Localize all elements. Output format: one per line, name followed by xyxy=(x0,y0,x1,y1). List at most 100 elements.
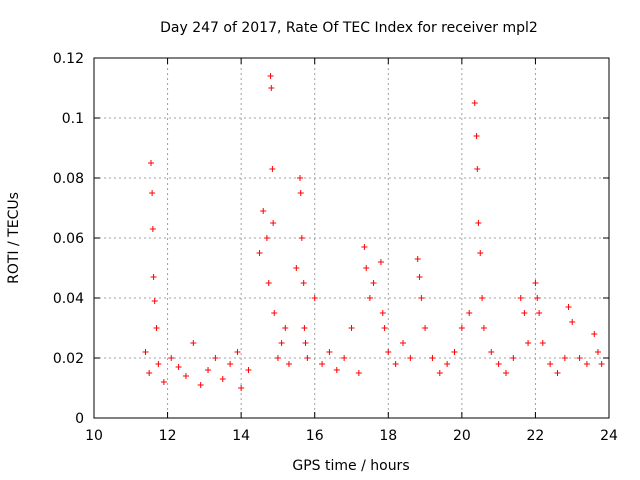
data-point xyxy=(269,166,276,172)
data-point xyxy=(370,280,377,286)
data-point xyxy=(414,256,421,262)
data-point xyxy=(341,355,348,361)
data-point xyxy=(297,190,304,196)
data-point xyxy=(197,382,204,388)
data-point xyxy=(471,100,478,106)
data-point xyxy=(168,355,175,361)
data-point xyxy=(429,355,436,361)
data-point xyxy=(355,370,362,376)
data-point xyxy=(400,340,406,346)
data-point xyxy=(363,265,370,271)
data-point xyxy=(300,280,307,286)
y-axis-label: ROTI / TECUs xyxy=(6,192,22,284)
data-point xyxy=(366,295,373,301)
grid-layer xyxy=(94,58,609,418)
tick-layer: 10 12 14 16 18 20 22 24 0 0.02 0.04 0.06 0.08 0.1 0.12 xyxy=(53,51,618,444)
data-point xyxy=(565,304,572,310)
data-point xyxy=(278,340,285,346)
data-point xyxy=(418,295,425,301)
y-tick-label: 0.12 xyxy=(53,51,84,67)
data-point xyxy=(190,340,197,346)
data-point xyxy=(392,361,399,367)
data-point xyxy=(521,310,528,316)
data-point xyxy=(150,274,157,280)
data-point xyxy=(536,310,543,316)
data-point xyxy=(407,355,414,361)
x-tick-label: 16 xyxy=(306,428,324,444)
x-tick-label: 24 xyxy=(600,428,618,444)
data-point xyxy=(260,208,267,214)
data-point xyxy=(348,325,355,331)
y-tick-label: 0 xyxy=(75,411,84,427)
data-point xyxy=(149,226,156,232)
data-point xyxy=(377,259,384,265)
data-point xyxy=(268,85,275,91)
data-point xyxy=(319,361,326,367)
data-point xyxy=(416,274,423,280)
data-point xyxy=(234,349,241,355)
data-point xyxy=(488,349,495,355)
y-tick-label: 0.02 xyxy=(53,351,84,367)
data-point xyxy=(282,325,289,331)
data-point xyxy=(142,349,149,355)
data-point xyxy=(422,325,429,331)
data-point xyxy=(547,361,554,367)
data-point xyxy=(598,361,605,367)
data-point xyxy=(175,364,182,370)
data-point xyxy=(219,376,226,382)
data-point xyxy=(238,385,245,391)
data-point xyxy=(267,73,274,79)
data-point xyxy=(495,361,502,367)
data-point xyxy=(298,235,305,241)
data-point xyxy=(302,340,309,346)
data-point xyxy=(245,367,252,373)
data-point xyxy=(510,355,517,361)
data-point xyxy=(274,355,281,361)
data-point xyxy=(503,370,509,376)
data-point xyxy=(155,361,162,367)
data-point xyxy=(385,349,392,355)
data-point xyxy=(569,319,576,325)
data-point xyxy=(525,340,532,346)
data-point xyxy=(160,379,167,385)
data-point xyxy=(554,370,561,376)
data-point xyxy=(517,295,524,301)
data-point xyxy=(458,325,465,331)
data-point xyxy=(451,349,458,355)
data-point xyxy=(361,244,368,250)
data-point xyxy=(182,373,189,379)
data-point xyxy=(227,361,234,367)
data-point xyxy=(379,310,386,316)
data-point xyxy=(473,133,480,139)
data-point xyxy=(576,355,583,361)
data-point xyxy=(474,166,481,172)
x-tick-label: 18 xyxy=(379,428,397,444)
chart-title: Day 247 of 2017, Rate Of TEC Index for r… xyxy=(160,20,538,36)
data-point xyxy=(594,349,601,355)
x-tick-label: 10 xyxy=(85,428,103,444)
data-point xyxy=(333,367,340,373)
data-point xyxy=(265,280,272,286)
data-point xyxy=(479,295,486,301)
data-point xyxy=(301,325,308,331)
data-point xyxy=(326,349,333,355)
data-point xyxy=(297,175,303,181)
data-point xyxy=(539,340,546,346)
data-point xyxy=(480,325,487,331)
data-point xyxy=(561,355,568,361)
data-point xyxy=(263,235,270,241)
x-tick-label: 14 xyxy=(232,428,250,444)
y-tick-label: 0.08 xyxy=(53,171,84,187)
data-point xyxy=(436,370,443,376)
x-axis-label: GPS time / hours xyxy=(292,458,409,474)
data-point xyxy=(256,250,263,256)
data-point xyxy=(148,160,155,166)
x-tick-label: 12 xyxy=(159,428,177,444)
data-point xyxy=(270,220,277,226)
data-point xyxy=(146,370,153,376)
data-point xyxy=(311,295,318,301)
data-point xyxy=(591,331,598,337)
y-tick-label: 0.04 xyxy=(53,291,84,307)
